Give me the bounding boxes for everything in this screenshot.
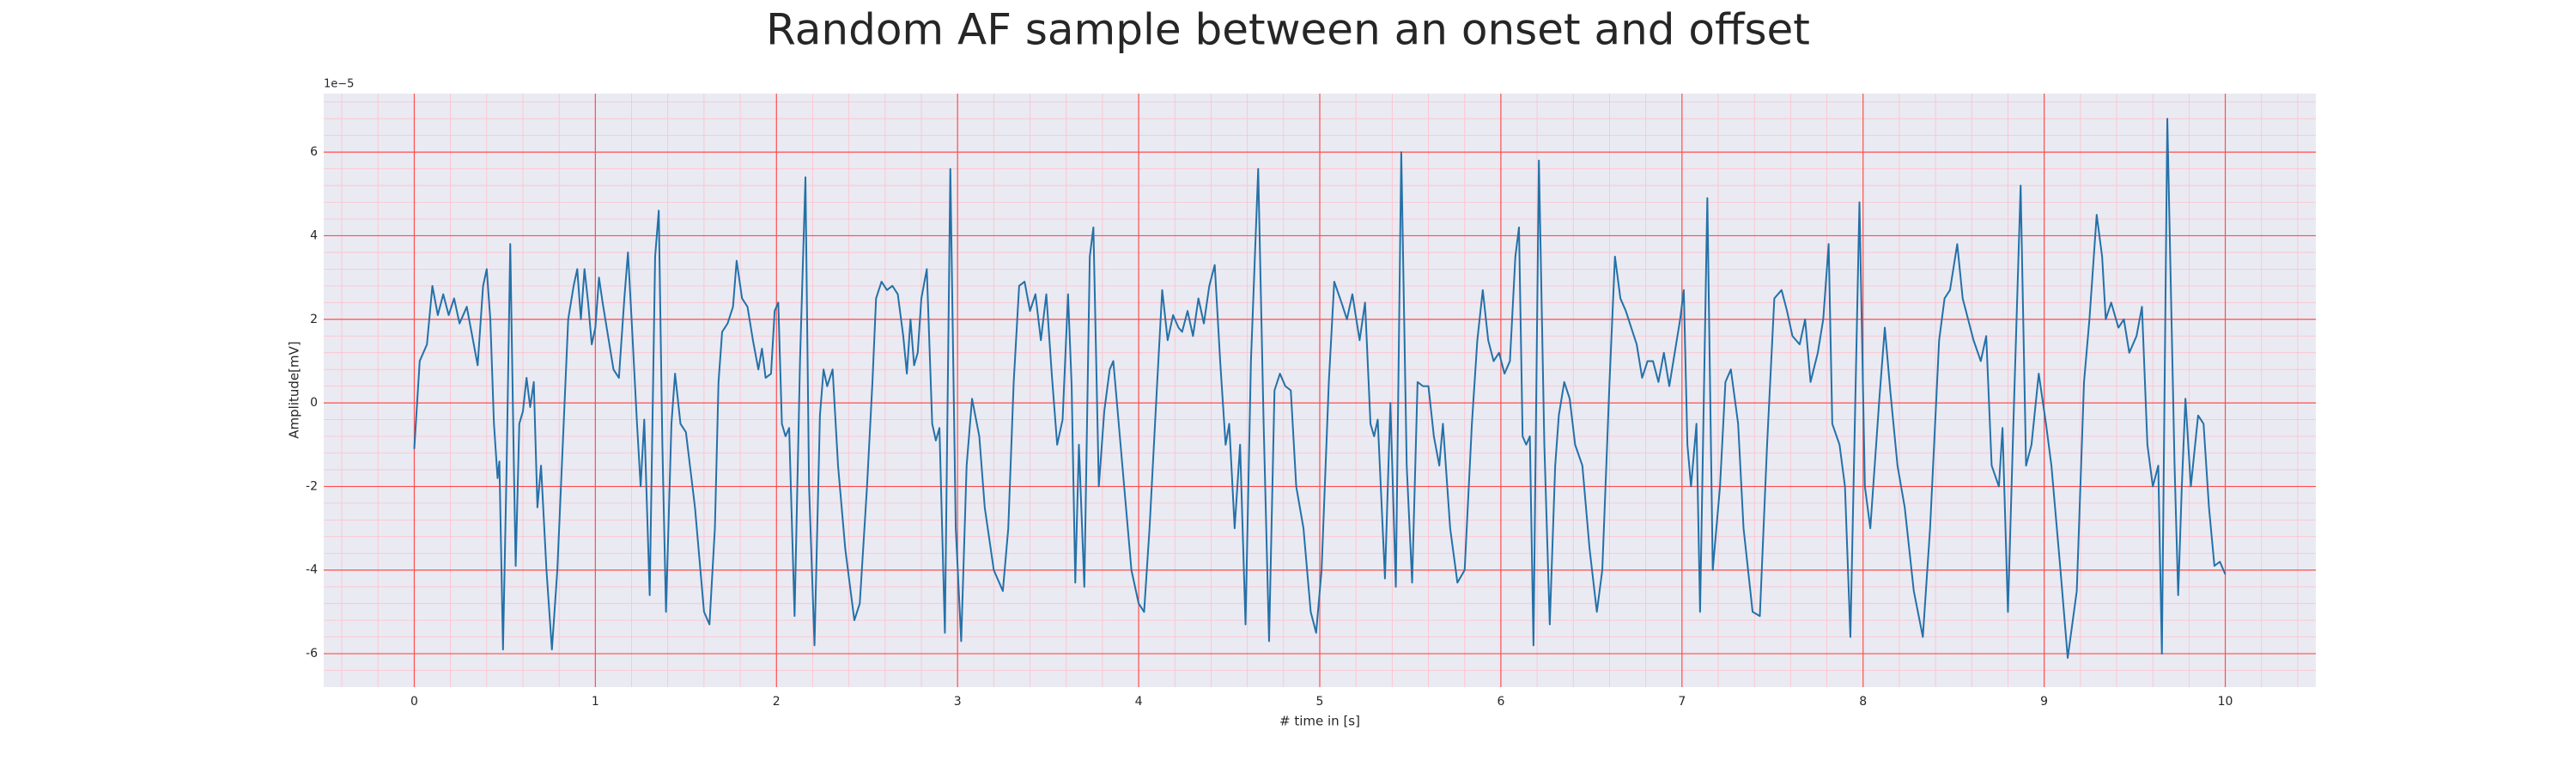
y-axis-label: Amplitude[mV] [287, 341, 302, 438]
x-tick-label: 0 [410, 695, 418, 709]
y-tick-label: -2 [306, 479, 318, 493]
x-tick-label: 4 [1135, 695, 1143, 709]
y-tick-label: -4 [306, 563, 318, 577]
x-tick-label: 9 [2040, 695, 2048, 709]
y-tick-label: 0 [310, 396, 318, 410]
y-tick-label: 2 [310, 313, 318, 326]
chart-title: Random AF sample between an onset and of… [766, 5, 1810, 55]
x-axis-label: # time in [s] [1279, 714, 1360, 729]
x-tick-label: 6 [1497, 695, 1504, 709]
x-tick-label: 8 [1859, 695, 1867, 709]
x-tick-label: 5 [1316, 695, 1324, 709]
signal-line [413, 118, 2227, 659]
y-tick-label: 4 [310, 228, 318, 242]
x-tick-label: 1 [592, 695, 599, 709]
x-tick-label: 7 [1678, 695, 1686, 709]
x-tick-label: 3 [954, 695, 962, 709]
x-tick-label: 2 [773, 695, 781, 709]
x-tick-label: 10 [2218, 695, 2233, 709]
y-offset-text: 1e−5 [324, 78, 354, 91]
y-tick-label: -6 [306, 647, 318, 660]
y-tick-label: 6 [310, 145, 318, 159]
